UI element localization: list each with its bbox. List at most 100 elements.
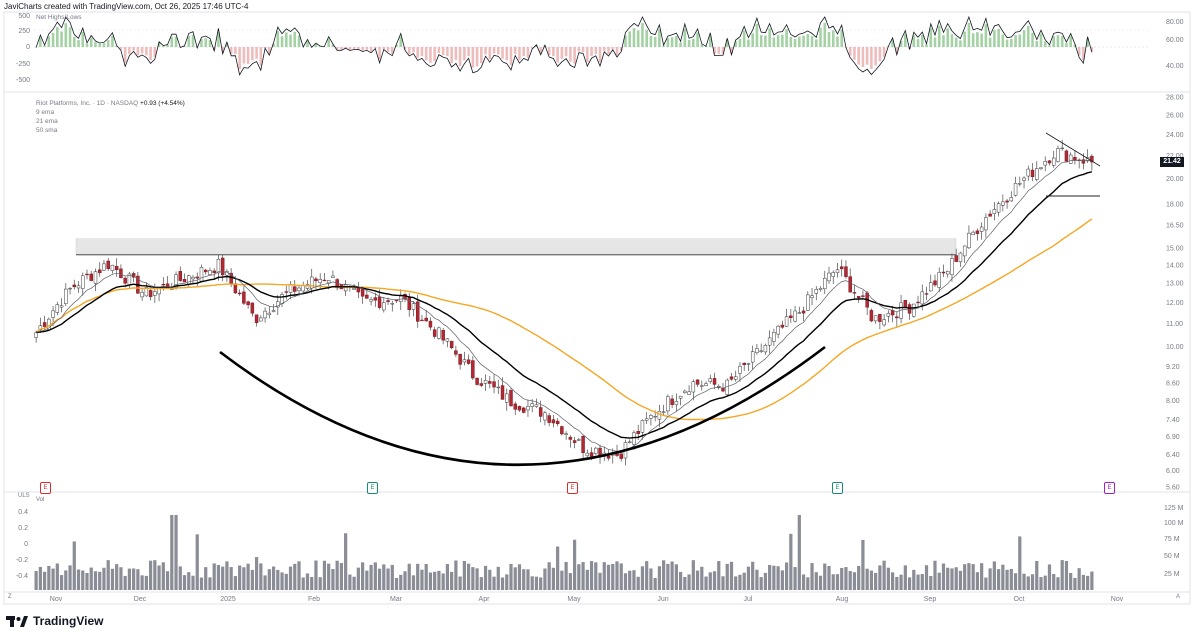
price-tick-label: 18.00 bbox=[1166, 202, 1184, 209]
hist-bar bbox=[946, 28, 950, 47]
earnings-event-icon[interactable]: E bbox=[832, 482, 843, 494]
hist-bar bbox=[759, 35, 763, 47]
time-tick-label: Nov bbox=[1111, 596, 1124, 603]
hist-bar bbox=[242, 47, 246, 64]
candle-body bbox=[1043, 161, 1047, 166]
volume-bar bbox=[208, 577, 212, 590]
volume-bar bbox=[250, 569, 254, 590]
candle-body bbox=[114, 266, 119, 270]
time-tick-label: Aug bbox=[836, 596, 849, 603]
hist-bar bbox=[586, 47, 589, 63]
volume-bar bbox=[106, 560, 110, 590]
hist-bar bbox=[696, 32, 699, 47]
earnings-event-icon[interactable]: E bbox=[367, 482, 378, 494]
volume-bar bbox=[937, 572, 941, 590]
hist-bar bbox=[395, 44, 398, 47]
volume-bar bbox=[229, 567, 233, 590]
annotation-drawings bbox=[219, 132, 1101, 466]
volume-bar bbox=[678, 571, 683, 590]
hist-bar bbox=[670, 37, 674, 47]
volume-bar bbox=[522, 569, 526, 590]
candle-body bbox=[810, 295, 814, 299]
last-price-tag: 21.42 bbox=[1160, 157, 1184, 167]
candle-body bbox=[581, 435, 585, 453]
hist-bar bbox=[573, 47, 576, 64]
hist-bar bbox=[1090, 47, 1094, 52]
candle-body bbox=[267, 312, 272, 315]
hist-bar bbox=[768, 28, 771, 47]
candle-body bbox=[945, 270, 950, 275]
tradingview-brand[interactable]: TradingView bbox=[6, 614, 103, 628]
hist-bar bbox=[378, 47, 381, 60]
volume-bar bbox=[695, 570, 700, 590]
volume-bar bbox=[238, 565, 242, 590]
volume-bar bbox=[38, 566, 42, 590]
hist-bar bbox=[814, 39, 818, 47]
volume-bar bbox=[479, 577, 483, 590]
volume-bar bbox=[1001, 564, 1005, 590]
volume-bar bbox=[373, 562, 377, 590]
hist-bar bbox=[64, 23, 68, 47]
candle-body bbox=[589, 452, 594, 457]
volume-bar bbox=[708, 572, 712, 590]
hist-bar bbox=[229, 47, 233, 55]
hist-bar bbox=[802, 35, 805, 47]
hist-bar bbox=[959, 40, 962, 47]
hist-bar bbox=[755, 23, 759, 47]
hist-bar bbox=[390, 47, 394, 54]
hist-bar bbox=[98, 43, 102, 47]
hist-bar bbox=[730, 47, 733, 54]
candle-body bbox=[174, 274, 178, 288]
hist-bar bbox=[865, 47, 869, 65]
volume-bar bbox=[967, 563, 971, 590]
candle-body bbox=[971, 231, 975, 235]
volume-bar bbox=[1069, 572, 1073, 590]
earnings-event-icon[interactable]: E bbox=[567, 482, 578, 494]
candle-body bbox=[801, 310, 806, 314]
hist-bar bbox=[530, 47, 534, 49]
time-tick-label: Nov bbox=[50, 596, 63, 603]
volume-bar bbox=[369, 564, 373, 590]
volume-bar bbox=[471, 567, 475, 590]
price-tick-label: 12.00 bbox=[1166, 300, 1184, 307]
volume-left-tick: -0.2 bbox=[16, 557, 28, 564]
volume-bar bbox=[123, 575, 127, 590]
net-highs-lows-panel bbox=[34, 15, 1150, 76]
hist-bar bbox=[717, 47, 721, 54]
hist-bar bbox=[318, 46, 322, 47]
hist-bar bbox=[153, 47, 157, 57]
candle-body bbox=[1051, 157, 1056, 166]
candle-body bbox=[199, 267, 204, 282]
volume-bar bbox=[738, 574, 742, 590]
hist-bar bbox=[352, 47, 356, 49]
hist-bar bbox=[39, 37, 42, 47]
candle-body bbox=[882, 319, 886, 326]
candle-body bbox=[941, 271, 946, 274]
time-tick-label: Oct bbox=[1014, 596, 1025, 603]
hist-bar bbox=[653, 37, 657, 47]
volume-bar bbox=[127, 568, 132, 590]
hist-bar bbox=[662, 45, 665, 47]
volume-bar bbox=[632, 570, 636, 590]
hist-bar bbox=[225, 43, 229, 47]
volume-bar bbox=[365, 570, 369, 590]
candle-body bbox=[814, 289, 819, 294]
volume-bar bbox=[331, 569, 335, 590]
candle-body bbox=[203, 269, 208, 273]
hist-bar bbox=[920, 35, 924, 47]
volume-bar bbox=[424, 564, 428, 590]
candle-body bbox=[530, 403, 534, 407]
volume-bar bbox=[314, 560, 318, 590]
volume-left-label: ULS bbox=[18, 493, 30, 499]
hist-bar bbox=[458, 47, 462, 67]
volume-left-tick: 0.2 bbox=[18, 525, 28, 532]
candle-body bbox=[110, 264, 115, 271]
candle-body bbox=[123, 277, 127, 284]
volume-bar bbox=[144, 575, 148, 590]
hist-bar bbox=[123, 47, 127, 63]
candle-body bbox=[386, 300, 390, 302]
hist-bar bbox=[700, 44, 704, 47]
candle-body bbox=[407, 297, 411, 311]
earnings-event-icon[interactable]: E bbox=[1104, 482, 1115, 494]
earnings-event-icon[interactable]: E bbox=[40, 482, 51, 494]
